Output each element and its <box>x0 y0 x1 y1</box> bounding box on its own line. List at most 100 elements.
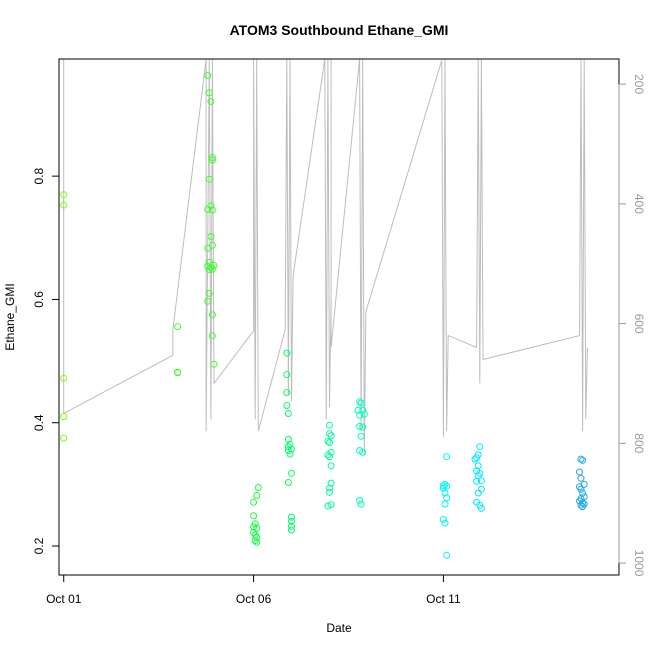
y2-tick-label: 200 <box>632 74 646 94</box>
data-point <box>356 411 364 419</box>
data-point <box>577 455 585 463</box>
data-point <box>473 477 481 485</box>
data-point <box>284 410 292 417</box>
data-point <box>250 512 258 520</box>
data-point <box>357 399 365 407</box>
data-point <box>204 297 212 305</box>
data-point <box>474 462 482 470</box>
data-point <box>477 504 485 512</box>
data-point <box>327 479 335 487</box>
data-point <box>205 175 213 183</box>
data-point <box>250 498 258 506</box>
data-point <box>324 437 332 445</box>
data-point <box>60 413 68 421</box>
x-axis: Oct 01 Oct 06 Oct 11 <box>46 574 461 606</box>
data-point <box>324 451 332 459</box>
data-point <box>251 537 259 544</box>
data-point <box>441 500 449 508</box>
y2-tick-label: 800 <box>632 433 646 453</box>
data-point <box>354 406 362 414</box>
data-point <box>439 482 447 490</box>
y-tick-label: 0.2 <box>32 537 46 554</box>
data-point <box>477 485 485 493</box>
data-point <box>441 489 449 497</box>
data-point <box>327 432 335 440</box>
data-point <box>204 72 212 80</box>
data-point <box>439 516 447 523</box>
data-point <box>205 289 213 297</box>
data-point <box>357 500 365 508</box>
data-point <box>253 538 261 546</box>
data-point <box>205 258 213 266</box>
y-tick-label: 0.6 <box>32 291 46 308</box>
data-point <box>283 349 291 357</box>
data-point <box>441 480 449 488</box>
data-point <box>208 241 216 249</box>
data-point <box>288 469 295 477</box>
data-point <box>577 474 585 482</box>
data-point <box>326 488 333 496</box>
data-point <box>474 489 482 497</box>
y-axis-label: Ethane_GMI <box>3 283 17 350</box>
y2-tick-label: 600 <box>632 314 646 334</box>
data-point <box>254 484 262 491</box>
data-point <box>207 98 215 105</box>
data-point <box>174 369 182 377</box>
data-point <box>204 205 212 213</box>
y-axis: 0.2 0.4 0.6 0.8 <box>32 167 60 554</box>
data-point <box>208 154 216 162</box>
data-point <box>205 89 213 97</box>
data-point <box>208 332 216 340</box>
data-point <box>327 462 335 470</box>
data-point <box>360 410 368 418</box>
secondary-y-axis: 200 400 600 800 1000 <box>618 74 646 577</box>
data-point <box>443 453 451 461</box>
data-point <box>577 485 585 493</box>
pressure-trace <box>63 58 588 456</box>
data-point <box>326 484 333 492</box>
data-point <box>283 371 291 379</box>
data-point <box>288 526 295 534</box>
data-point <box>357 432 365 440</box>
data-point <box>284 479 292 486</box>
data-point <box>441 519 449 527</box>
data-point <box>204 244 212 252</box>
data-point <box>576 468 583 476</box>
data-point <box>579 503 587 511</box>
data-point <box>356 422 364 430</box>
data-point <box>208 156 216 164</box>
data-point <box>174 323 182 331</box>
data-point <box>359 448 367 456</box>
data-point <box>208 265 216 273</box>
data-point <box>579 489 587 497</box>
data-point <box>359 423 367 431</box>
data-point <box>443 551 451 559</box>
data-points <box>60 72 588 559</box>
y2-tick-label: 400 <box>632 194 646 214</box>
data-point <box>210 360 218 368</box>
x-axis-label: Date <box>326 621 352 635</box>
data-point <box>207 233 215 240</box>
data-point <box>579 456 587 464</box>
data-point <box>208 311 216 319</box>
data-point <box>477 477 485 485</box>
data-point <box>208 206 216 214</box>
data-point <box>288 522 295 530</box>
data-point <box>476 443 484 451</box>
data-point <box>283 402 291 409</box>
data-point <box>210 262 218 269</box>
y-tick-label: 0.4 <box>32 414 46 431</box>
y2-tick-label: 1000 <box>632 550 646 577</box>
x-tick-label: Oct 11 <box>426 592 461 606</box>
data-point <box>326 430 333 438</box>
data-point <box>359 406 367 414</box>
data-point <box>471 455 479 463</box>
data-point <box>327 501 335 509</box>
data-point <box>284 435 292 443</box>
data-point <box>324 502 332 510</box>
data-point <box>326 421 333 429</box>
y-tick-label: 0.8 <box>32 167 46 184</box>
data-point <box>356 398 364 406</box>
data-point <box>283 389 291 396</box>
